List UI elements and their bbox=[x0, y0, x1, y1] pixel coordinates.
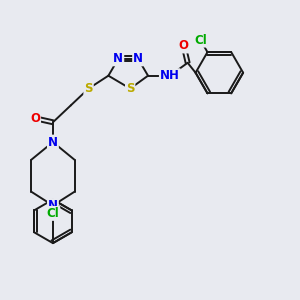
Text: S: S bbox=[126, 82, 134, 95]
Text: N: N bbox=[48, 136, 58, 148]
Text: S: S bbox=[84, 82, 93, 95]
Text: NH: NH bbox=[160, 69, 180, 82]
Text: N: N bbox=[133, 52, 143, 65]
Text: Cl: Cl bbox=[46, 207, 59, 220]
Text: Cl: Cl bbox=[194, 34, 207, 46]
Text: O: O bbox=[179, 40, 189, 52]
Text: N: N bbox=[113, 52, 123, 65]
Text: O: O bbox=[30, 112, 40, 125]
Text: N: N bbox=[48, 199, 58, 212]
